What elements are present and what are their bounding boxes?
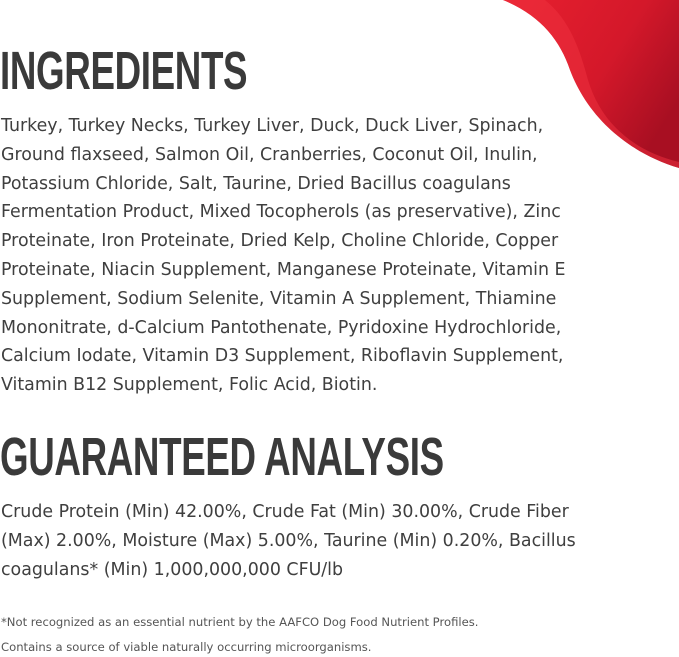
guaranteed-analysis-heading: GUARANTEED ANALYSIS xyxy=(0,427,444,487)
analysis-line: coagulans* (Min) 1,000,000,000 CFU/lb xyxy=(1,559,344,580)
analysis-line: (Max) 2.00%, Moisture (Max) 5.00%, Tauri… xyxy=(1,530,576,551)
ingredients-line: Supplement, Sodium Selenite, Vitamin A S… xyxy=(1,288,557,309)
microorganisms-footnote: Contains a source of viable naturally oc… xyxy=(1,640,372,654)
analysis-line: Crude Protein (Min) 42.00%, Crude Fat (M… xyxy=(1,502,569,522)
ingredients-line: Mononitrate, d-Calcium Pantothenate, Pyr… xyxy=(1,317,562,338)
ingredients-list: Turkey, Turkey Necks, Turkey Liver, Duck… xyxy=(1,112,566,400)
ingredients-line: Proteinate, Niacin Supplement, Manganese… xyxy=(1,259,566,280)
ingredients-line: Calcium Iodate, Vitamin D3 Supplement, R… xyxy=(1,346,564,367)
ingredients-line: Proteinate, Iron Proteinate, Dried Kelp,… xyxy=(1,231,559,252)
ingredients-heading: INGREDIENTS xyxy=(0,41,248,101)
ingredients-line: Fermentation Product, Mixed Tocopherols … xyxy=(1,202,561,223)
red-swoosh-decoration xyxy=(503,0,679,168)
ingredients-line: Turkey, Turkey Necks, Turkey Liver, Duck… xyxy=(1,116,544,136)
aafco-footnote: *Not recognized as an essential nutrient… xyxy=(1,615,479,629)
ingredients-line: Ground flaxseed, Salmon Oil, Cranberries… xyxy=(1,144,538,165)
ingredients-line: Potassium Chloride, Salt, Taurine, Dried… xyxy=(1,173,511,194)
ingredients-line: Vitamin B12 Supplement, Folic Acid, Biot… xyxy=(1,375,378,396)
guaranteed-analysis-text: Crude Protein (Min) 42.00%, Crude Fat (M… xyxy=(1,498,576,584)
